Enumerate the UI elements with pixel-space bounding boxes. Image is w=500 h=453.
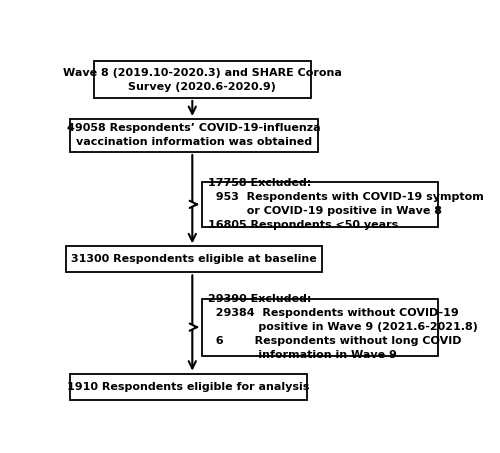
FancyBboxPatch shape [94, 61, 310, 98]
Text: 31300 Respondents eligible at baseline: 31300 Respondents eligible at baseline [72, 254, 317, 264]
FancyBboxPatch shape [70, 374, 306, 400]
Text: 29390 Excluded:
  29384  Respondents without COVID-19
             positive in W: 29390 Excluded: 29384 Respondents withou… [208, 294, 477, 360]
Text: 49058 Respondents’ COVID-19-influenza
vaccination information was obtained: 49058 Respondents’ COVID-19-influenza va… [68, 124, 321, 148]
FancyBboxPatch shape [66, 246, 322, 272]
FancyBboxPatch shape [202, 299, 438, 356]
FancyBboxPatch shape [70, 119, 318, 152]
FancyBboxPatch shape [202, 182, 438, 227]
Text: Wave 8 (2019.10-2020.3) and SHARE Corona
Survey (2020.6-2020.9): Wave 8 (2019.10-2020.3) and SHARE Corona… [62, 67, 342, 92]
Text: 17758 Excluded:
  953  Respondents with COVID-19 symptom
          or COVID-19 p: 17758 Excluded: 953 Respondents with COV… [208, 178, 483, 230]
Text: 1910 Respondents eligible for analysis: 1910 Respondents eligible for analysis [67, 381, 310, 391]
